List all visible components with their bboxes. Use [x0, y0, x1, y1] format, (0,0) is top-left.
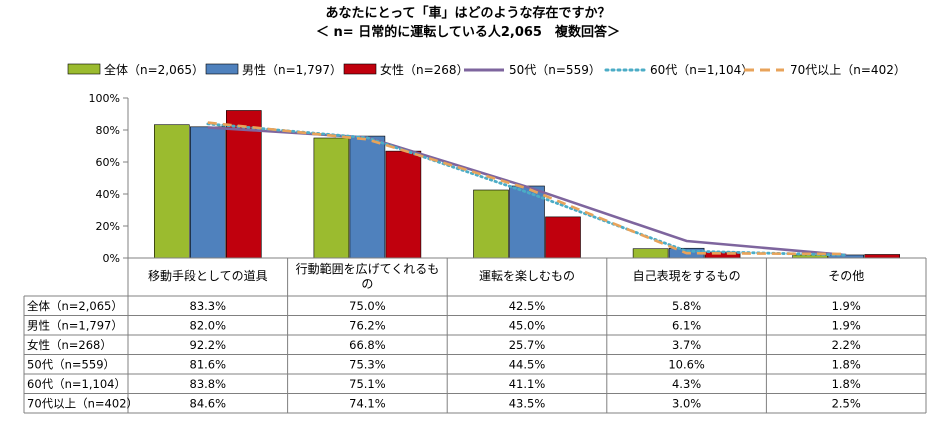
legend-swatch-0	[67, 63, 101, 75]
chart-title-block: あなたにとって「車」はどのような存在ですか？ ＜ n= 日常的に運転している人2…	[0, 4, 936, 42]
cell-4-4: 1.8%	[832, 377, 861, 391]
cell-1-3: 6.1%	[672, 319, 701, 333]
legend-label-0: 全体（n=2,065）	[104, 62, 204, 77]
legend-swatch-2	[343, 63, 377, 75]
cell-1-4: 1.9%	[832, 319, 861, 333]
cell-1-1: 76.2%	[349, 319, 386, 333]
category-label-2: 運転を楽しむもの	[479, 269, 575, 283]
y-tick-label-3: 60%	[96, 156, 120, 169]
category-label-3: 自己表現をするもの	[633, 269, 741, 283]
bar-0-3	[632, 248, 669, 259]
cell-5-1: 74.1%	[349, 397, 386, 411]
cell-2-4: 2.2%	[832, 338, 861, 352]
cell-3-1: 75.3%	[349, 358, 386, 372]
chart-subtitle: ＜ n= 日常的に運転している人2,065 複数回答＞	[316, 25, 620, 40]
cell-0-2: 42.5%	[509, 299, 546, 313]
cell-0-1: 75.0%	[349, 299, 386, 313]
bar-2-0	[226, 110, 262, 259]
cell-2-3: 3.7%	[672, 338, 701, 352]
cell-2-2: 25.7%	[509, 338, 546, 352]
bar-0-1	[313, 137, 350, 259]
y-tick-label-5: 100%	[89, 92, 120, 105]
cell-4-2: 41.1%	[509, 377, 546, 391]
cell-4-0: 83.8%	[190, 377, 227, 391]
legend-label-3: 50代（n=559）	[509, 63, 601, 77]
category-label-4: その他	[828, 269, 864, 283]
row-label-1: 男性（n=1,797）	[27, 319, 123, 333]
y-tick-label-0: 0%	[103, 252, 120, 265]
bar-0-2	[473, 189, 509, 259]
row-label-5: 70代以上（n=402）	[27, 397, 138, 411]
cell-0-0: 83.3%	[190, 299, 227, 313]
legend-label-4: 60代（n=1,104）	[650, 63, 753, 77]
category-label-1-line-0: 行動範囲を広げてくれるも	[296, 261, 440, 276]
cell-1-0: 82.0%	[190, 319, 227, 333]
cell-0-3: 5.8%	[672, 299, 701, 313]
cell-4-3: 4.3%	[672, 377, 701, 391]
cell-5-3: 3.0%	[672, 397, 701, 411]
row-label-3: 50代（n=559）	[27, 358, 115, 372]
cell-5-0: 84.6%	[190, 397, 227, 411]
cell-3-2: 44.5%	[509, 358, 546, 372]
bar-2-2	[545, 216, 581, 259]
legend-swatch-1	[205, 63, 239, 75]
cell-5-2: 43.5%	[509, 397, 546, 411]
cell-2-1: 66.8%	[349, 338, 386, 352]
cell-3-3: 10.6%	[668, 358, 705, 372]
legend-label-2: 女性（n=268）	[380, 62, 469, 77]
bar-1-1	[349, 135, 386, 259]
row-label-4: 60代（n=1,104）	[27, 377, 126, 391]
bar-0-0	[154, 124, 190, 259]
y-tick-label-1: 20%	[96, 220, 120, 233]
cell-5-4: 2.5%	[832, 397, 861, 411]
cell-0-4: 1.9%	[832, 299, 861, 313]
row-label-0: 全体（n=2,065）	[27, 299, 123, 313]
legend-label-5: 70代以上（n=402）	[790, 63, 906, 77]
category-label-0: 移動手段としての道具	[148, 268, 268, 283]
chart-title: あなたにとって「車」はどのような存在ですか？	[325, 6, 611, 21]
category-label-1-line-1: の	[361, 277, 373, 291]
bar-2-1	[385, 150, 422, 259]
cell-1-2: 45.0%	[509, 319, 546, 333]
bar-2-4	[864, 254, 901, 259]
y-tick-label-2: 40%	[96, 188, 120, 201]
bar-1-0	[190, 126, 226, 259]
legend-label-1: 男性（n=1,797）	[242, 63, 342, 77]
row-label-2: 女性（n=268）	[27, 338, 112, 352]
cell-3-0: 81.6%	[190, 358, 227, 372]
cell-2-0: 92.2%	[190, 338, 227, 352]
y-tick-label-4: 80%	[96, 124, 120, 137]
cell-3-4: 1.8%	[832, 358, 861, 372]
series-line-5	[207, 121, 847, 256]
cell-4-1: 75.1%	[349, 377, 386, 391]
